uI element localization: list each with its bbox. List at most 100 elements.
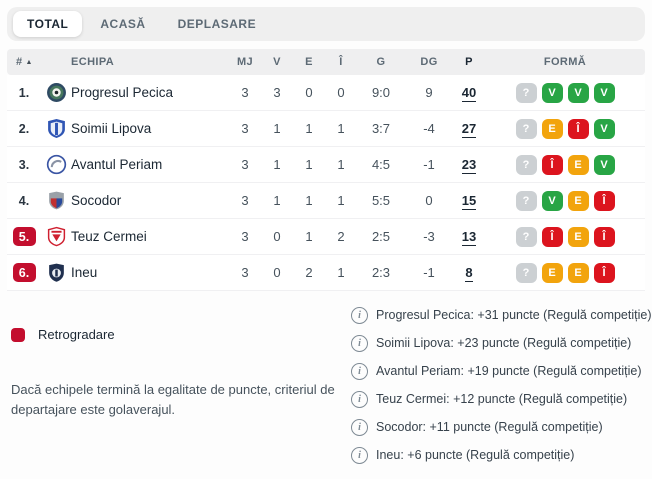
rule-text: Soimii Lipova: +23 puncte (Regulă compet…	[376, 336, 632, 350]
team-name[interactable]: Avantul Periam	[71, 157, 163, 172]
form-badge[interactable]: V	[541, 82, 563, 103]
rule-item: i Ineu: +6 puncte (Regulă competiție)	[351, 441, 652, 469]
cell-points[interactable]: 13	[453, 228, 485, 246]
cell-i: 1	[337, 121, 345, 136]
cell-i: 1	[337, 193, 345, 208]
form-badge[interactable]: ?	[515, 226, 537, 247]
header-position[interactable]: # ▲	[7, 56, 41, 68]
cell-g: 3:7	[371, 121, 391, 136]
points-value[interactable]: 40	[461, 84, 477, 102]
form-badge[interactable]: Î	[541, 154, 563, 175]
form-badge[interactable]: Î	[593, 226, 615, 247]
info-icon[interactable]: i	[351, 446, 368, 464]
cell-e: 2	[305, 265, 313, 280]
form-badge[interactable]: Î	[593, 190, 615, 211]
team-logo-teuz-cermei-icon	[46, 226, 67, 247]
form-badge[interactable]: V	[593, 118, 615, 139]
team-name[interactable]: Progresul Pecica	[71, 85, 174, 100]
position-badge: 6.	[12, 263, 36, 282]
cell-mj: 3	[241, 193, 249, 208]
cell-points[interactable]: 23	[453, 156, 485, 174]
table-row[interactable]: 6. Ineu 3 0 2 1 2:3 -1 8 ? E E Î	[7, 255, 645, 291]
form-badge[interactable]: E	[567, 190, 589, 211]
form-badge[interactable]: E	[567, 226, 589, 247]
cell-points[interactable]: 40	[453, 84, 485, 102]
header-e: E	[305, 56, 313, 68]
rule-item: i Avantul Periam: +19 puncte (Regulă com…	[351, 357, 652, 385]
points-value[interactable]: 8	[465, 264, 473, 282]
form-badge[interactable]: ?	[515, 82, 537, 103]
cell-e: 0	[305, 85, 313, 100]
cell-mj: 3	[241, 229, 249, 244]
cell-points[interactable]: 15	[453, 192, 485, 210]
position-badge: 4.	[18, 193, 30, 208]
cell-mj: 3	[241, 85, 249, 100]
cell-i: 2	[337, 229, 345, 244]
table-row[interactable]: 5. Teuz Cermei 3 0 1 2 2:5 -3 13 ? Î E Î	[7, 219, 645, 255]
info-icon[interactable]: i	[351, 390, 368, 408]
rule-text: Progresul Pecica: +31 puncte (Regulă com…	[376, 308, 652, 322]
header-form: FORMĂ	[543, 56, 587, 68]
table-row[interactable]: 1. Progresul Pecica 3 3 0 0 9:0 9 40 ? V…	[7, 75, 645, 111]
form-cell: ? Î E Î	[485, 226, 645, 247]
legend-and-note: Retrogradare Dacă echipele termină la eg…	[7, 299, 341, 469]
table-row[interactable]: 3. Avantul Periam 3 1 1 1 4:5 -1 23 ? Î …	[7, 147, 645, 183]
tab-deplasare[interactable]: DEPLASARE	[177, 17, 257, 31]
cell-v: 0	[273, 229, 281, 244]
form-badge[interactable]: Î	[593, 262, 615, 283]
position-badge: 3.	[18, 157, 30, 172]
tiebreak-note: Dacă echipele termină la egalitate de pu…	[11, 382, 335, 417]
cell-points[interactable]: 27	[453, 120, 485, 138]
form-badge[interactable]: E	[567, 154, 589, 175]
points-value[interactable]: 27	[461, 120, 477, 138]
info-icon[interactable]: i	[351, 418, 368, 436]
form-badge[interactable]: E	[567, 262, 589, 283]
team-logo-soimii-lipova-icon	[46, 118, 67, 139]
team-name[interactable]: Socodor	[71, 193, 122, 208]
team-logo-progresul-pecica-icon	[46, 82, 67, 103]
points-rules-list: i Progresul Pecica: +31 puncte (Regulă c…	[341, 299, 652, 469]
team-name[interactable]: Teuz Cermei	[71, 229, 147, 244]
info-icon[interactable]: i	[351, 306, 368, 324]
table-header: # ▲ ECHIPA MJ V E Î G DG P FORMĂ	[7, 49, 645, 75]
form-badge[interactable]: ?	[515, 190, 537, 211]
header-g: G	[376, 56, 386, 68]
form-badge[interactable]: E	[541, 118, 563, 139]
form-badge[interactable]: V	[567, 82, 589, 103]
form-badge[interactable]: V	[593, 154, 615, 175]
table-row[interactable]: 4. Socodor 3 1 1 1 5:5 0 15 ? V E Î	[7, 183, 645, 219]
header-v: V	[273, 56, 281, 68]
form-badge[interactable]: E	[541, 262, 563, 283]
team-name[interactable]: Ineu	[71, 265, 98, 280]
form-badge[interactable]: V	[593, 82, 615, 103]
tab-total[interactable]: TOTAL	[13, 11, 83, 37]
cell-i: 0	[337, 85, 345, 100]
relegation-swatch-icon	[11, 327, 25, 342]
form-cell: ? E E Î	[485, 262, 645, 283]
form-badge[interactable]: V	[541, 190, 563, 211]
form-badge[interactable]: ?	[515, 118, 537, 139]
team-logo-avantul-periam-icon	[46, 154, 67, 175]
cell-mj: 3	[241, 121, 249, 136]
points-value[interactable]: 23	[461, 156, 477, 174]
cell-points[interactable]: 8	[453, 264, 485, 282]
form-badge[interactable]: Î	[541, 226, 563, 247]
info-icon[interactable]: i	[351, 362, 368, 380]
points-value[interactable]: 13	[461, 228, 477, 246]
tab-acasa[interactable]: ACASĂ	[100, 17, 146, 31]
info-icon[interactable]: i	[351, 334, 368, 352]
position-badge: 5.	[12, 227, 36, 246]
header-mj: MJ	[236, 56, 254, 68]
cell-dg: -4	[423, 121, 435, 136]
form-badge[interactable]: ?	[515, 154, 537, 175]
team-name[interactable]: Soimii Lipova	[71, 121, 152, 136]
team-logo-socodor-icon	[46, 190, 67, 211]
points-value[interactable]: 15	[461, 192, 477, 210]
header-p: P	[465, 56, 473, 68]
cell-dg: 0	[425, 193, 433, 208]
table-row[interactable]: 2. Soimii Lipova 3 1 1 1 3:7 -4 27 ? E Î…	[7, 111, 645, 147]
form-badge[interactable]: Î	[567, 118, 589, 139]
tab-bar: TOTAL ACASĂ DEPLASARE	[7, 7, 645, 41]
form-badge[interactable]: ?	[515, 262, 537, 283]
cell-dg: 9	[425, 85, 433, 100]
